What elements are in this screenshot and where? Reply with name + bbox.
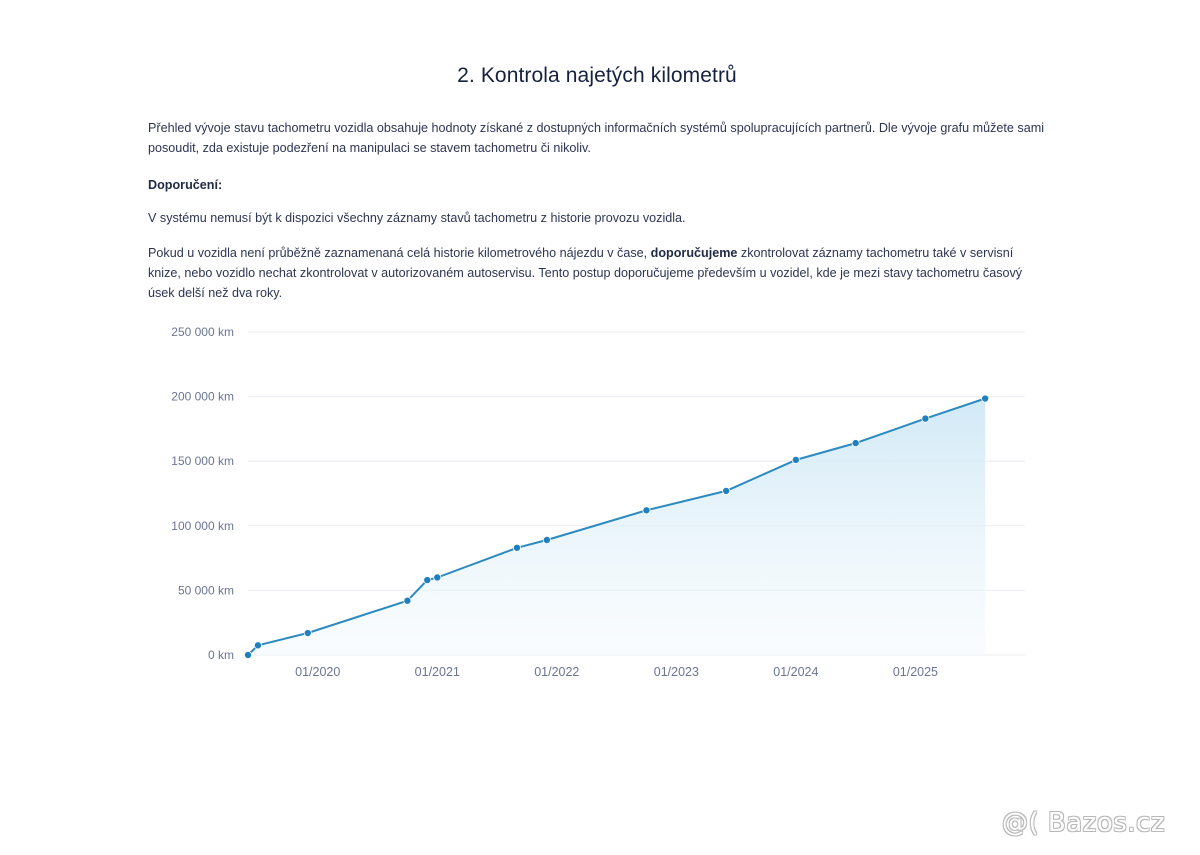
y-tick-label: 50 000 km [178, 583, 234, 597]
data-point[interactable] [303, 629, 312, 638]
odometer-line [247, 397, 986, 656]
x-tick-label: 01/2021 [415, 665, 460, 679]
x-tick-label: 01/2022 [534, 665, 579, 679]
y-tick-label: 150 000 km [171, 454, 234, 468]
intro-paragraph: Přehled vývoje stavu tachometru vozidla … [148, 121, 1045, 155]
data-point[interactable] [791, 455, 800, 464]
data-point[interactable] [253, 641, 262, 650]
data-point[interactable] [921, 414, 930, 423]
data-point[interactable] [642, 506, 651, 515]
data-point[interactable] [722, 486, 731, 495]
y-tick-label: 250 000 km [171, 325, 234, 339]
page-title: 2. Kontrola najetých kilometrů [457, 64, 737, 87]
x-tick-label: 01/2025 [893, 665, 938, 679]
data-point[interactable] [403, 596, 412, 605]
area-fill [248, 398, 986, 655]
data-point[interactable] [851, 439, 860, 448]
y-tick-label: 0 km [208, 648, 234, 662]
area-shape [248, 398, 986, 655]
y-axis-ticks: 0 km 50 000 km 100 000 km 150 000 km 200 000… [171, 325, 234, 662]
x-tick-label: 01/2023 [654, 665, 699, 679]
data-point[interactable] [423, 576, 432, 585]
recommendation-text-end: zkontrolovat záznamy tachometru také v s… [148, 246, 1023, 300]
data-point[interactable] [981, 394, 990, 403]
data-point[interactable] [542, 536, 551, 545]
series-line [247, 397, 986, 656]
data-point[interactable] [433, 573, 442, 582]
recommendation-paragraph: Pokud u vozidla není průběžně zaznamenan… [148, 243, 1048, 303]
data-point[interactable] [243, 651, 252, 660]
y-tick-label: 100 000 km [171, 519, 234, 533]
x-axis-ticks: 01/2020 01/2021 01/2022 01/2023 01/2024 01/20… [295, 665, 938, 679]
data-points [243, 394, 990, 660]
recommendation-text-start: Pokud u vozidla není průběžně zaznamenan… [148, 246, 651, 260]
recommendation-heading: Doporučení: [148, 178, 223, 192]
x-tick-label: 01/2024 [773, 665, 818, 679]
note-paragraph: V systému nemusí být k dispozici všechny… [148, 211, 686, 225]
bazos-watermark: @( Bazos.cz [1002, 808, 1165, 838]
data-point[interactable] [512, 543, 521, 552]
y-tick-label: 200 000 km [171, 390, 234, 404]
x-tick-label: 01/2020 [295, 665, 340, 679]
recommendation-emphasis: doporučujeme [650, 246, 738, 260]
